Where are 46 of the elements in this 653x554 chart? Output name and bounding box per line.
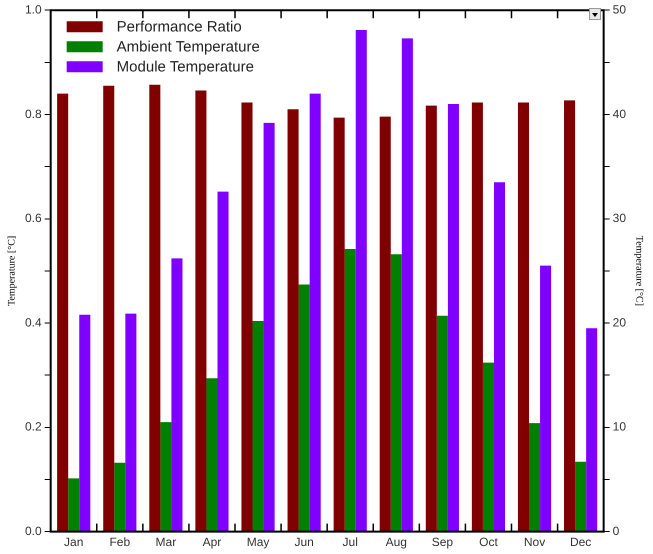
x-tick-label: Jan	[64, 535, 84, 550]
y2-tick-label: 30	[612, 211, 626, 226]
bar	[356, 30, 367, 532]
bar	[448, 104, 459, 532]
x-tick-label: Dec	[570, 535, 592, 550]
bar	[264, 122, 275, 532]
x-tick-label: Jul	[342, 535, 358, 550]
y-tick-label: 0.8	[24, 106, 42, 121]
x-tick-label: Oct	[479, 535, 498, 550]
x-tick-label: Mar	[156, 535, 176, 550]
bar	[586, 328, 598, 532]
x-tick-label: Nov	[524, 535, 546, 550]
legend-label: Ambient Temperature	[116, 38, 260, 56]
x-tick-label: May	[246, 535, 270, 550]
y2-tick-label: 0	[612, 524, 620, 538]
y-tick-label: 0.4	[24, 315, 42, 330]
y-tick-label: 0.0	[24, 524, 42, 538]
y-tick-label: 0.2	[24, 420, 42, 434]
bar	[79, 314, 90, 532]
bar	[160, 422, 172, 532]
bar	[171, 258, 182, 532]
bar	[114, 462, 126, 532]
x-tick-label: Aug	[386, 535, 407, 550]
bar	[540, 266, 552, 532]
bar	[402, 38, 413, 532]
bar	[575, 462, 586, 532]
bar	[125, 314, 136, 532]
x-tick-label: Apr	[202, 535, 222, 550]
x-tick-label: Jun	[294, 535, 314, 550]
y2-tick-label: 10	[612, 420, 626, 434]
y2-tick-label: 40	[612, 106, 626, 121]
legend-label: Performance Ratio	[116, 18, 242, 36]
bar	[529, 423, 540, 532]
y2-tick-label: 50	[612, 2, 626, 17]
bar	[494, 182, 506, 532]
legend-label: Module Temperature	[116, 58, 254, 76]
y-axis-title: Temperature [°C]	[6, 236, 18, 306]
y-tick-label: 0.6	[24, 211, 42, 226]
x-tick-label: Feb	[109, 535, 130, 550]
bar	[68, 478, 80, 532]
y-tick-label: 1.0	[24, 2, 42, 17]
bar	[310, 94, 321, 532]
y2-axis-title: Temperature [°C]	[633, 236, 644, 306]
bar	[217, 192, 229, 532]
x-tick-label: Sep	[432, 535, 454, 550]
y2-tick-label: 20	[612, 315, 626, 330]
